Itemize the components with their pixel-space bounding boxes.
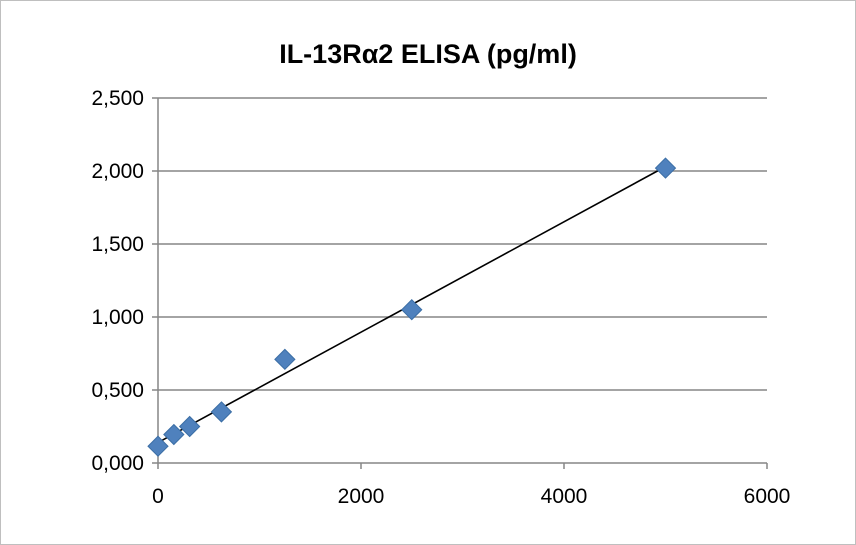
x-tick-label-0: 0 <box>152 485 164 508</box>
x-tick-label-1: 2000 <box>338 485 385 508</box>
x-tick-label-2: 4000 <box>541 485 588 508</box>
data-point-6 <box>654 157 677 179</box>
y-tick-label-0: 0,000 <box>91 452 144 475</box>
data-points <box>147 157 677 457</box>
data-point-1 <box>163 423 185 446</box>
data-point-5 <box>401 298 423 321</box>
x-tick-label-3: 6000 <box>744 485 791 508</box>
y-tick-label-2: 1,000 <box>91 306 144 329</box>
gridlines <box>158 97 767 391</box>
chart-title: IL-13Rα2 ELISA (pg/ml) <box>279 39 577 69</box>
y-tick-label-3: 1,500 <box>91 233 144 256</box>
axes <box>152 97 768 469</box>
y-tick-label-4: 2,000 <box>91 160 144 183</box>
y-tick-label-1: 0,500 <box>91 379 144 402</box>
y-axis-tick-labels: 0,000 0,500 1,000 1,500 2,000 2,500 <box>91 87 144 475</box>
y-tick-label-5: 2,500 <box>91 87 144 110</box>
data-point-4 <box>274 348 296 371</box>
x-axis-tick-labels: 0 2000 4000 6000 <box>152 485 790 508</box>
data-point-0 <box>147 435 169 457</box>
data-point-3 <box>210 401 233 423</box>
data-point-2 <box>178 415 201 438</box>
